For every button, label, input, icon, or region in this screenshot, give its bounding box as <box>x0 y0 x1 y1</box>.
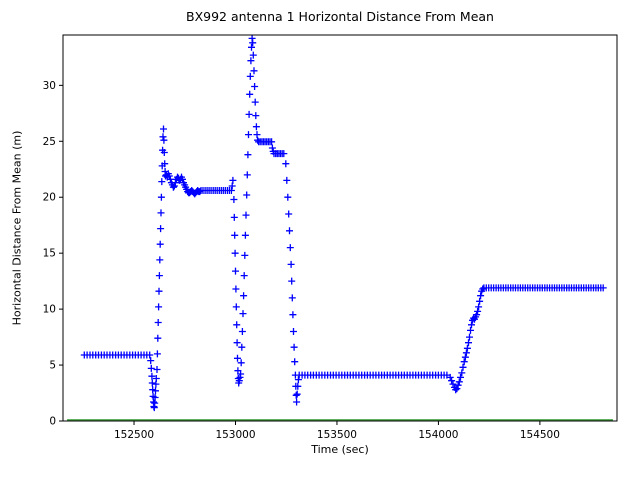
y-tick-label: 30 <box>43 80 56 92</box>
y-axis-label: Horizontal Distance From Mean (m) <box>10 130 24 326</box>
x-tick-label: 154500 <box>520 429 560 441</box>
x-tick-label: 152500 <box>114 429 154 441</box>
y-tick-label: 0 <box>49 416 56 428</box>
y-tick-label: 15 <box>43 248 56 260</box>
y-tick-label: 20 <box>43 192 56 204</box>
series-markers-horizontal-distance <box>80 34 607 412</box>
y-tick-label: 10 <box>43 304 56 316</box>
y-tick-label: 5 <box>49 360 56 372</box>
x-tick-label: 154000 <box>418 429 458 441</box>
y-tick-label: 25 <box>43 136 56 148</box>
x-axis-label: Time (sec) <box>311 443 369 456</box>
plot-frame <box>62 34 618 422</box>
chart-title: BX992 antenna 1 Horizontal Distance From… <box>186 9 494 24</box>
x-tick-label: 153000 <box>215 429 255 441</box>
x-tick-label: 153500 <box>317 429 357 441</box>
